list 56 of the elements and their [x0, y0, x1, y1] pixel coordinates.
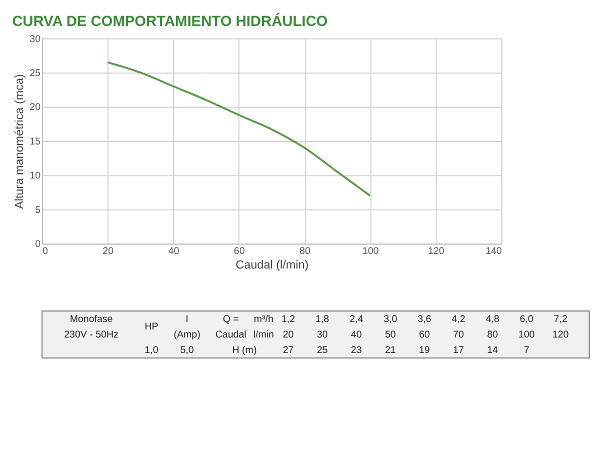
text: 30 [316, 329, 328, 340]
x-tick-label: 40 [168, 246, 180, 257]
text: m³/h [254, 314, 274, 325]
x-tick-label: 0 [42, 246, 49, 257]
text: 1,0 [144, 345, 159, 356]
text: 1,2 [281, 314, 296, 325]
text: 3,0 [384, 314, 398, 325]
text: 40 [350, 329, 362, 340]
text: Monofase [70, 314, 113, 325]
chart-title: CURVA DE COMPORTAMIENTO HIDRÁULICO [12, 13, 328, 30]
text: Q = [222, 314, 240, 325]
text: 6,0 [520, 314, 534, 325]
text: 7,2 [554, 314, 568, 325]
text: (Amp) [174, 329, 200, 340]
text: 100 [518, 329, 536, 340]
text: 3,6 [418, 314, 432, 325]
x-axis-title: Caudal (l/min) [236, 258, 309, 272]
text: 70 [453, 329, 464, 340]
text: 5,0 [180, 345, 194, 356]
text: 80 [487, 329, 498, 340]
text: Caudal [215, 329, 246, 340]
x-tick-label: 60 [234, 246, 246, 257]
x-tick-label: 80 [300, 246, 311, 257]
text: 19 [418, 345, 430, 356]
y-tick-label: 25 [30, 68, 42, 80]
text: 50 [384, 329, 396, 340]
text: 21 [384, 345, 396, 356]
text: 23 [350, 345, 362, 356]
text: 4,2 [452, 314, 466, 325]
text: 27 [282, 345, 294, 356]
text: 4,8 [486, 314, 500, 325]
x-tick-label: 140 [485, 246, 502, 257]
text: 120 [552, 329, 570, 340]
x-tick-label: 120 [428, 246, 445, 257]
y-tick-label: 20 [30, 102, 42, 114]
text: HP [144, 322, 158, 333]
text: l/min [253, 329, 274, 340]
x-tick-label: 20 [102, 246, 114, 257]
y-tick-label: 30 [30, 34, 42, 45]
text: 25 [316, 345, 328, 356]
text: 17 [453, 345, 464, 356]
text: 20 [282, 329, 294, 340]
text: 7 [524, 345, 530, 356]
text: 1,8 [316, 314, 330, 325]
text: H (m) [232, 345, 257, 356]
line-series [106, 61, 372, 197]
y-tick-label: 10 [30, 170, 42, 182]
text: 14 [487, 345, 498, 356]
y-axis-title: Altura manométrica (mca) [12, 74, 26, 209]
text: 60 [418, 329, 430, 340]
text: 230V - 50Hz [64, 329, 119, 340]
y-tick-label: 5 [35, 204, 42, 216]
x-tick-label: 100 [362, 246, 380, 257]
text: 2,4 [350, 314, 364, 325]
text: I [186, 314, 188, 325]
y-tick-label: 15 [30, 136, 42, 148]
